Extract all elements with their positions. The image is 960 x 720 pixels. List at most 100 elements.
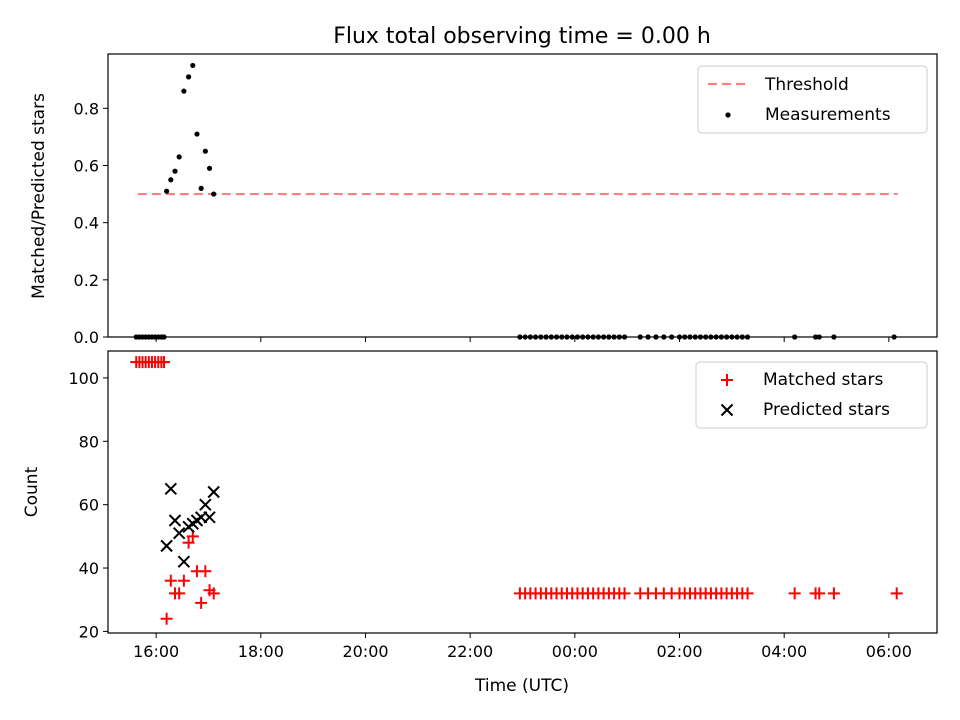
top-panel-frame xyxy=(107,53,938,338)
legend-predicted-swatch xyxy=(720,403,734,417)
measurement-point xyxy=(734,334,740,340)
bottom-x-tick-label: 02:00 xyxy=(656,642,702,661)
measurement-point xyxy=(611,334,617,340)
measurement-point xyxy=(729,334,735,340)
measurement-point xyxy=(739,334,745,340)
matched-star-point xyxy=(788,587,801,600)
measurement-point xyxy=(564,334,570,340)
bottom-y-tick-label: 100 xyxy=(68,369,99,388)
matched-star-point xyxy=(195,596,208,609)
legend-predicted-label: Predicted stars xyxy=(763,400,890,420)
measurement-point xyxy=(601,334,607,340)
matched-star-point xyxy=(199,565,212,578)
top-legend-box xyxy=(697,65,928,134)
bottom-y-tick-label: 60 xyxy=(79,496,99,515)
matched-star-point xyxy=(741,587,754,600)
bottom-y-tick-label: 20 xyxy=(79,622,99,641)
top-y-tick-label: 0.0 xyxy=(74,328,99,347)
measurement-point xyxy=(621,334,628,340)
legend-matched-swatch xyxy=(721,374,733,386)
bottom-legend: Matched stars Predicted stars xyxy=(695,361,928,429)
bottom-x-tick-label: 04:00 xyxy=(761,642,807,661)
measurement-point xyxy=(661,334,667,340)
measurement-point xyxy=(616,334,622,340)
top-y-axis-label: Matched/Predicted stars xyxy=(29,93,49,299)
predicted-star-point xyxy=(177,555,191,568)
measurement-point xyxy=(198,185,204,191)
measurement-point xyxy=(543,334,549,340)
bottom-panel-marks xyxy=(130,356,903,625)
top-panel-marks xyxy=(133,62,898,340)
matched-star-point xyxy=(182,536,195,549)
legend-threshold-label: Threshold xyxy=(764,75,849,95)
matched-star-point xyxy=(813,587,826,600)
measurement-point xyxy=(590,334,596,340)
matched-star-point xyxy=(173,587,186,600)
measurement-point xyxy=(548,334,554,340)
measurement-point xyxy=(580,334,586,340)
measurement-point xyxy=(164,188,170,194)
bottom-x-tick-label: 00:00 xyxy=(552,642,598,661)
top-x-ticks xyxy=(155,337,890,342)
measurement-point xyxy=(522,334,528,340)
legend-matched-marker xyxy=(721,374,733,386)
measurement-point xyxy=(831,334,837,340)
top-legend: Threshold Measurements xyxy=(697,65,928,134)
measurement-point xyxy=(606,334,612,340)
top-y-tick-label: 0.2 xyxy=(74,271,99,290)
legend-matched-label: Matched stars xyxy=(763,370,883,390)
legend-measurements-label: Measurements xyxy=(765,105,891,125)
measurement-point xyxy=(185,74,192,80)
bottom-x-tick-label: 16:00 xyxy=(133,642,179,661)
measurement-point xyxy=(168,177,174,183)
bottom-y-axis-label: Count xyxy=(22,466,42,517)
measurement-point xyxy=(692,334,698,340)
measurement-point xyxy=(708,334,714,340)
legend-measurements-swatch xyxy=(725,112,731,118)
measurement-point xyxy=(812,334,819,340)
measurement-point xyxy=(891,334,897,340)
measurement-point xyxy=(538,334,544,340)
bottom-panel: 20 40 60 80 100 16:00 18:00 20:00 22:00 00:00 02:… xyxy=(22,350,938,696)
top-y-tick-label: 0.8 xyxy=(74,99,99,118)
measurement-point xyxy=(181,88,187,94)
measurement-point xyxy=(553,334,560,340)
measurement-point xyxy=(190,62,196,69)
bottom-y-ticks: 20 40 60 80 100 xyxy=(68,369,108,641)
chart-title: Flux total observing time = 0.00 h xyxy=(333,24,711,49)
measurement-point xyxy=(161,334,167,340)
bottom-y-tick-label: 80 xyxy=(79,432,99,451)
measurement-point xyxy=(687,334,693,340)
measurement-point xyxy=(574,334,581,340)
matched-star-point xyxy=(160,612,173,625)
measurement-point xyxy=(595,334,601,340)
bottom-x-tick-label: 18:00 xyxy=(238,642,284,661)
matched-star-point xyxy=(177,574,190,587)
bottom-x-tick-label: 20:00 xyxy=(342,642,388,661)
measurement-point xyxy=(527,334,533,340)
bottom-y-tick-label: 40 xyxy=(79,559,99,578)
measurement-point xyxy=(517,334,523,340)
top-y-ticks: 0.0 0.2 0.4 0.6 0.8 xyxy=(74,99,108,347)
matched-star-point xyxy=(890,587,903,600)
predicted-star-point xyxy=(172,526,186,540)
measurement-point xyxy=(585,334,591,340)
measurement-point xyxy=(682,334,688,340)
bottom-panel-frame xyxy=(107,350,938,634)
measurement-point xyxy=(744,334,751,340)
measurement-point xyxy=(211,191,217,197)
top-y-tick-label: 0.4 xyxy=(74,214,99,233)
predicted-star-point xyxy=(203,511,216,524)
matched-star-point xyxy=(164,574,177,587)
bottom-legend-box xyxy=(695,361,928,429)
measurement-point xyxy=(176,154,182,160)
matched-star-point xyxy=(827,587,840,600)
measurement-point xyxy=(718,334,724,340)
predicted-star-point xyxy=(164,482,178,496)
measurement-point xyxy=(559,334,565,340)
measurement-point xyxy=(703,334,709,340)
measurement-point xyxy=(637,334,643,340)
measurement-point xyxy=(645,334,651,340)
measurement-point xyxy=(792,334,798,340)
